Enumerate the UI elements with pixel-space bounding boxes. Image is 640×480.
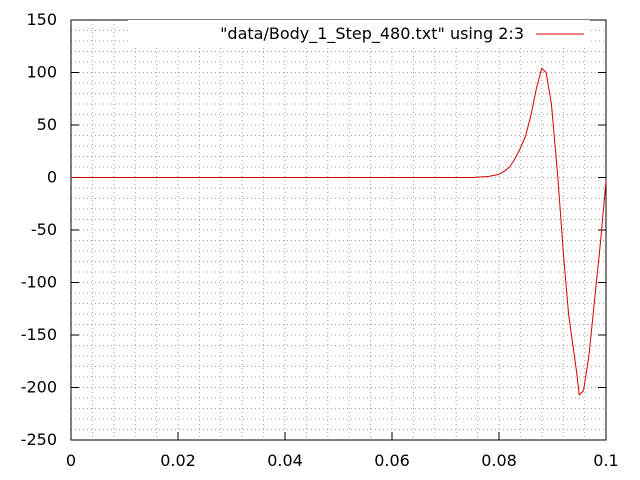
- y-tick-label: -150: [21, 325, 57, 344]
- y-tick-label: -200: [21, 378, 57, 397]
- x-tick-label: 0: [66, 451, 76, 470]
- x-tick-label: 0.08: [481, 451, 517, 470]
- y-tick-label: 100: [26, 63, 57, 82]
- legend: "data/Body_1_Step_480.txt" using 2:3: [128, 20, 590, 46]
- x-tick-label: 0.02: [160, 451, 196, 470]
- x-axis-ticks: 0 0.02 0.04 0.06 0.08 0.1: [66, 20, 619, 470]
- x-tick-label: 0.1: [593, 451, 618, 470]
- y-tick-label: 50: [37, 115, 57, 134]
- series-line: [71, 67, 607, 396]
- x-tick-label: 0.04: [267, 451, 303, 470]
- y-tick-label: 150: [26, 10, 57, 29]
- y-tick-label: -100: [21, 273, 57, 292]
- y-tick-label: -250: [21, 430, 57, 449]
- series-layer: [71, 67, 607, 396]
- y-tick-label: -50: [31, 220, 57, 239]
- x-tick-label: 0.06: [374, 451, 410, 470]
- y-axis-ticks: 150 100 50 0 -50 -100 -150 -200 -250: [21, 10, 606, 449]
- y-tick-label: 0: [47, 168, 57, 187]
- legend-background: [128, 20, 590, 46]
- legend-label: "data/Body_1_Step_480.txt" using 2:3: [220, 24, 524, 44]
